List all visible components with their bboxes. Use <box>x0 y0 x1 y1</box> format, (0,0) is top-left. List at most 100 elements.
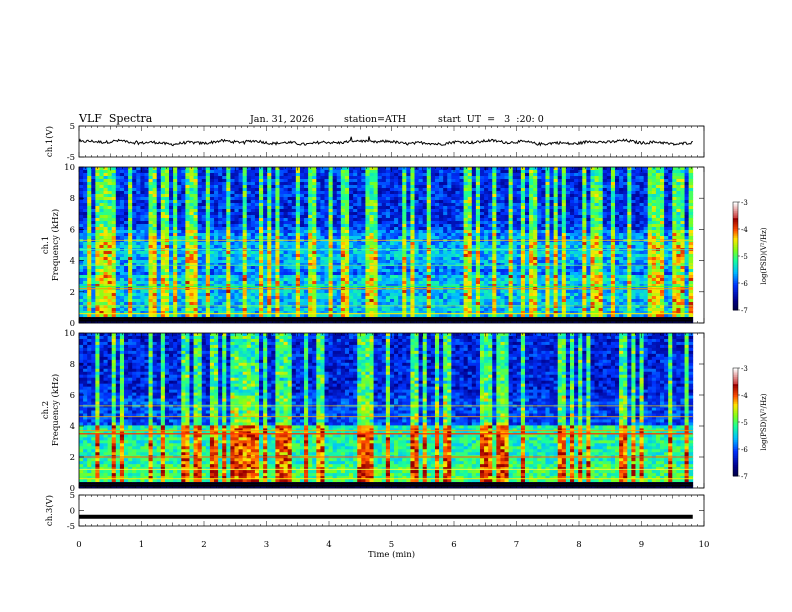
ch1-spectrogram-cell <box>124 278 129 282</box>
ch1-spectrogram-cell <box>279 260 284 264</box>
ch1-spectrogram-cell <box>443 224 448 228</box>
ch1-spectrogram-cell <box>91 314 96 318</box>
ch1-spectrogram-cell <box>242 173 248 177</box>
ch1-spectrogram-cell <box>385 296 391 300</box>
ch1-spectrogram-cell <box>156 188 162 192</box>
ch1-spectrogram-cell <box>357 305 362 309</box>
ch1-spectrogram-cell <box>320 305 325 309</box>
ch1-spectrogram-cell <box>230 257 235 261</box>
ch1-spectrogram-cell <box>152 203 158 207</box>
ch1-spectrogram-cell <box>439 224 444 228</box>
ch1-spectrogram-cell <box>103 170 109 174</box>
ch1-spectrogram-cell <box>402 200 407 204</box>
ch1-spectrogram-cell <box>214 206 219 210</box>
ch1-spectrogram-cell <box>189 272 194 276</box>
ch1-spectrogram-cell <box>349 263 354 267</box>
ch1-spectrogram-cell <box>185 200 190 204</box>
ch1-spectrogram-cell <box>79 299 84 303</box>
ch1-spectrogram-cell <box>426 206 432 210</box>
ch1-spectrogram-cell <box>447 254 452 258</box>
ch1-spectrogram-cell <box>132 194 137 198</box>
ch1-spectrogram-cell <box>263 227 268 231</box>
ch1-spectrogram-cell <box>201 293 207 297</box>
ch1-spectrogram-cell <box>124 224 129 228</box>
ch1-spectrogram-cell <box>263 221 268 225</box>
ch1-spectrogram-cell <box>349 227 354 231</box>
ch1-spectrogram-cell <box>189 302 194 306</box>
ch1-spectrogram-cell <box>279 272 284 276</box>
ch1-spectrogram-cell <box>381 191 387 195</box>
ch1-spectrogram-cell <box>312 293 317 297</box>
ch1-spectrogram-cell <box>115 251 121 255</box>
ch1-spectrogram-cell <box>430 284 436 288</box>
ch1-spectrogram-cell <box>267 299 272 303</box>
ch1-spectrogram-cell <box>91 233 96 237</box>
ch1-spectrogram-cell <box>144 257 149 261</box>
ch1-spectrogram-cell <box>430 302 436 306</box>
ch1-spectrogram-cell <box>169 176 174 180</box>
ch1-spectrogram-cell <box>328 194 334 198</box>
ch1-spectrogram-cell <box>181 170 186 174</box>
ch1-spectrogram-cell <box>349 293 354 297</box>
ch1-spectrogram-cell <box>402 218 407 222</box>
ch1-spectrogram-cell <box>353 185 358 189</box>
ch1-spectrogram-cell <box>275 263 280 267</box>
ch1-spectrogram-cell <box>312 272 317 276</box>
ch1-spectrogram-cell <box>340 284 346 288</box>
ch1-spectrogram-cell <box>222 230 227 234</box>
ch1-spectrogram-cell <box>324 263 329 267</box>
ch1-spectrogram-cell <box>144 215 149 219</box>
ch1-spectrogram-cell <box>316 176 321 180</box>
ch1-spectrogram-cell <box>222 269 227 273</box>
ch1-spectrogram-cell <box>324 197 329 201</box>
ch1-spectrogram-cell <box>349 173 354 177</box>
ch1-spectrogram-cell <box>103 194 109 198</box>
ch1-spectrogram-cell <box>79 245 84 249</box>
ch1-spectrogram-cell <box>344 188 350 192</box>
ch1-spectrogram-cell <box>279 314 284 318</box>
ch1-spectrogram-cell <box>140 200 145 204</box>
ch1-spectrogram-cell <box>242 233 248 237</box>
ch1-spectrogram-cell <box>406 200 411 204</box>
ch1-spectrogram-cell <box>263 176 268 180</box>
ch1-spectrogram-cell <box>169 311 174 315</box>
ch1-spectrogram-cell <box>344 206 350 210</box>
ch1-spectrogram-cell <box>308 194 313 198</box>
ch1-spectrogram-cell <box>340 233 346 237</box>
ch1-spectrogram-cell <box>230 233 235 237</box>
ch1-spectrogram-cell <box>377 269 383 273</box>
ch1-spectrogram-cell <box>230 293 235 297</box>
ch1-spectrogram-cell <box>328 170 334 174</box>
ch1-spectrogram-cell <box>336 245 342 249</box>
ch1-spectrogram-cell <box>332 272 338 276</box>
ch1-spectrogram-cell <box>394 194 399 198</box>
ch1-spectrogram-cell <box>340 194 346 198</box>
ch1-spectrogram-cell <box>304 320 309 324</box>
ch1-spectrogram-cell <box>103 284 109 288</box>
ch1-spectrogram-cell <box>434 194 440 198</box>
ch1-spectrogram-cell <box>320 176 325 180</box>
ch1-spectrogram-cell <box>312 209 317 213</box>
ch1-spectrogram-cell <box>398 230 403 234</box>
ch1-spectrogram-cell <box>283 263 289 267</box>
ch1-spectrogram-cell <box>169 308 174 312</box>
ch1-spectrogram-cell <box>246 203 252 207</box>
ch1-spectrogram-cell <box>156 302 162 306</box>
ch1-spectrogram-cell <box>189 266 194 270</box>
ch1-spectrogram-cell <box>291 221 297 225</box>
ch1-spectrogram-cell <box>418 218 424 222</box>
ch1-spectrogram-cell <box>304 293 309 297</box>
ch1-spectrogram-cell <box>173 173 178 177</box>
ch1-spectrogram-cell <box>299 302 305 306</box>
ch1-spectrogram-cell <box>279 266 284 270</box>
ch1-spectrogram-cell <box>430 206 436 210</box>
ch1-spectrogram-cell <box>328 224 334 228</box>
ch1-spectrogram-cell <box>128 194 133 198</box>
ch1-spectrogram-cell <box>230 320 235 324</box>
ch1-spectrogram-cell <box>136 173 141 177</box>
ch1-spectrogram-cell <box>434 209 440 213</box>
ch1-spectrogram-cell <box>299 257 305 261</box>
ch1-spectrogram-cell <box>324 254 329 258</box>
ch1-spectrogram-cell <box>308 263 313 267</box>
ch1-spectrogram-cell <box>160 305 166 309</box>
